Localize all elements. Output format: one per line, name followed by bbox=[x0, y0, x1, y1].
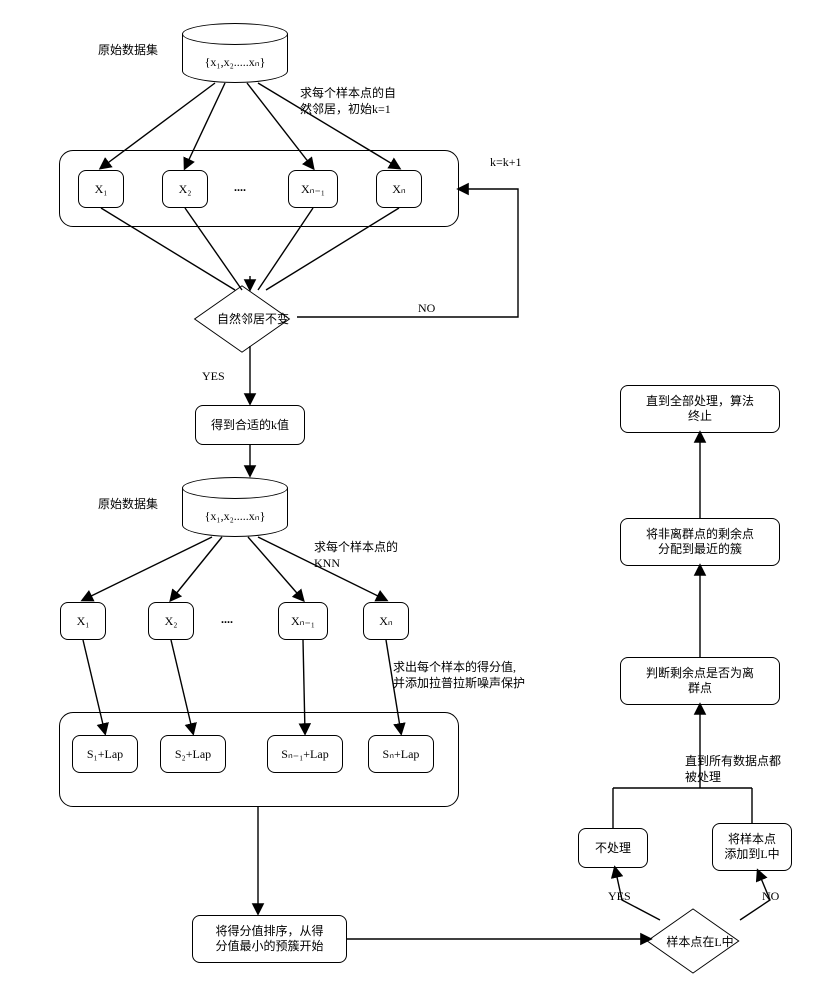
node-sn1: Sₙ₋₁+Lap bbox=[267, 735, 343, 773]
label-annot-3: 求出每个样本的得分值,并添加拉普拉斯噪声保护 bbox=[393, 660, 525, 691]
node-get-k: 得到合适的k值 bbox=[195, 405, 305, 445]
node-terminate: 直到全部处理，算法终止 bbox=[620, 385, 780, 433]
dots-2: .... bbox=[221, 612, 233, 628]
label-yes-1: YES bbox=[202, 369, 225, 385]
label-annot-1: 求每个样本点的自然邻居，初始k=1 bbox=[300, 86, 396, 117]
label-no-2: NO bbox=[762, 889, 779, 905]
node-x2-b: X₂ bbox=[148, 602, 194, 640]
node-s1: S₁+Lap bbox=[72, 735, 138, 773]
node-x1-b: X₁ bbox=[60, 602, 106, 640]
label-raw-dataset-2: 原始数据集 bbox=[98, 497, 158, 513]
label-k-inc: k=k+1 bbox=[490, 155, 522, 171]
node-x1-a: X₁ bbox=[78, 170, 124, 208]
label-annot-2: 求每个样本点的KNN bbox=[314, 540, 398, 571]
node-add-to-L: 将样本点添加到L中 bbox=[712, 823, 792, 871]
node-outlier-check: 判断剩余点是否为离群点 bbox=[620, 657, 780, 705]
cylinder-dataset-1: {x₁,x₂.....xₙ} bbox=[182, 23, 288, 83]
label-raw-dataset-1: 原始数据集 bbox=[98, 43, 158, 59]
label-no-1: NO bbox=[418, 301, 435, 317]
node-assign-cluster: 将非离群点的剩余点分配到最近的簇 bbox=[620, 518, 780, 566]
node-s2: S₂+Lap bbox=[160, 735, 226, 773]
node-sort-scores: 将得分值排序，从得分值最小的预簇开始 bbox=[192, 915, 347, 963]
node-xn1-b: Xₙ₋₁ bbox=[278, 602, 328, 640]
node-noproc: 不处理 bbox=[578, 828, 648, 868]
node-xn1-a: Xₙ₋₁ bbox=[288, 170, 338, 208]
label-until: 直到所有数据点都被处理 bbox=[685, 754, 781, 785]
node-x2-a: X₂ bbox=[162, 170, 208, 208]
node-xn-b: Xₙ bbox=[363, 602, 409, 640]
node-sn: Sₙ+Lap bbox=[368, 735, 434, 773]
cylinder-dataset-2: {x₁,x₂.....xₙ} bbox=[182, 477, 288, 537]
label-yes-2: YES bbox=[608, 889, 631, 905]
node-xn-a: Xₙ bbox=[376, 170, 422, 208]
dots-1: .... bbox=[234, 180, 246, 196]
